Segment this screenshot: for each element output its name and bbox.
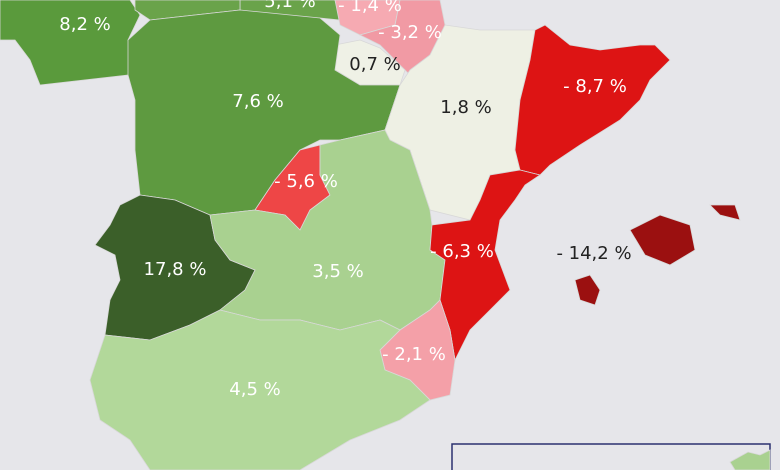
region-label: 7,6 % [232, 91, 283, 112]
inset-island [729, 449, 771, 470]
region-label: - 1,4 % [338, 0, 402, 16]
region-label: 8,2 % [59, 14, 110, 35]
region-label: 0,7 % [349, 54, 400, 75]
region-shape [127, 9, 401, 216]
region-label: - 5,6 % [274, 171, 338, 192]
region-shape [429, 169, 541, 362]
region-label: 4,5 % [229, 379, 280, 400]
region-label: - 6,3 % [430, 241, 494, 262]
region-label: - 8,7 % [563, 76, 627, 97]
region-label: 1,8 % [440, 97, 491, 118]
region-label: - 14,2 % [556, 243, 631, 264]
region-label: 17,8 % [144, 259, 207, 280]
regions [0, 0, 741, 470]
region-shape [89, 309, 431, 470]
region-shape [514, 24, 671, 176]
region-shape [574, 274, 601, 306]
region-shape [629, 214, 696, 266]
region-shape [709, 204, 741, 221]
region-label: 3,5 % [312, 261, 363, 282]
region-label: - 2,1 % [382, 344, 446, 365]
region-label: - 3,2 % [378, 22, 442, 43]
region-label: 5,1 % [264, 0, 315, 12]
labels: 8,2 % 5,1 % - 1,4 % - 3,2 % 0,7 % 7,6 % 1,8 % -… [59, 0, 631, 400]
